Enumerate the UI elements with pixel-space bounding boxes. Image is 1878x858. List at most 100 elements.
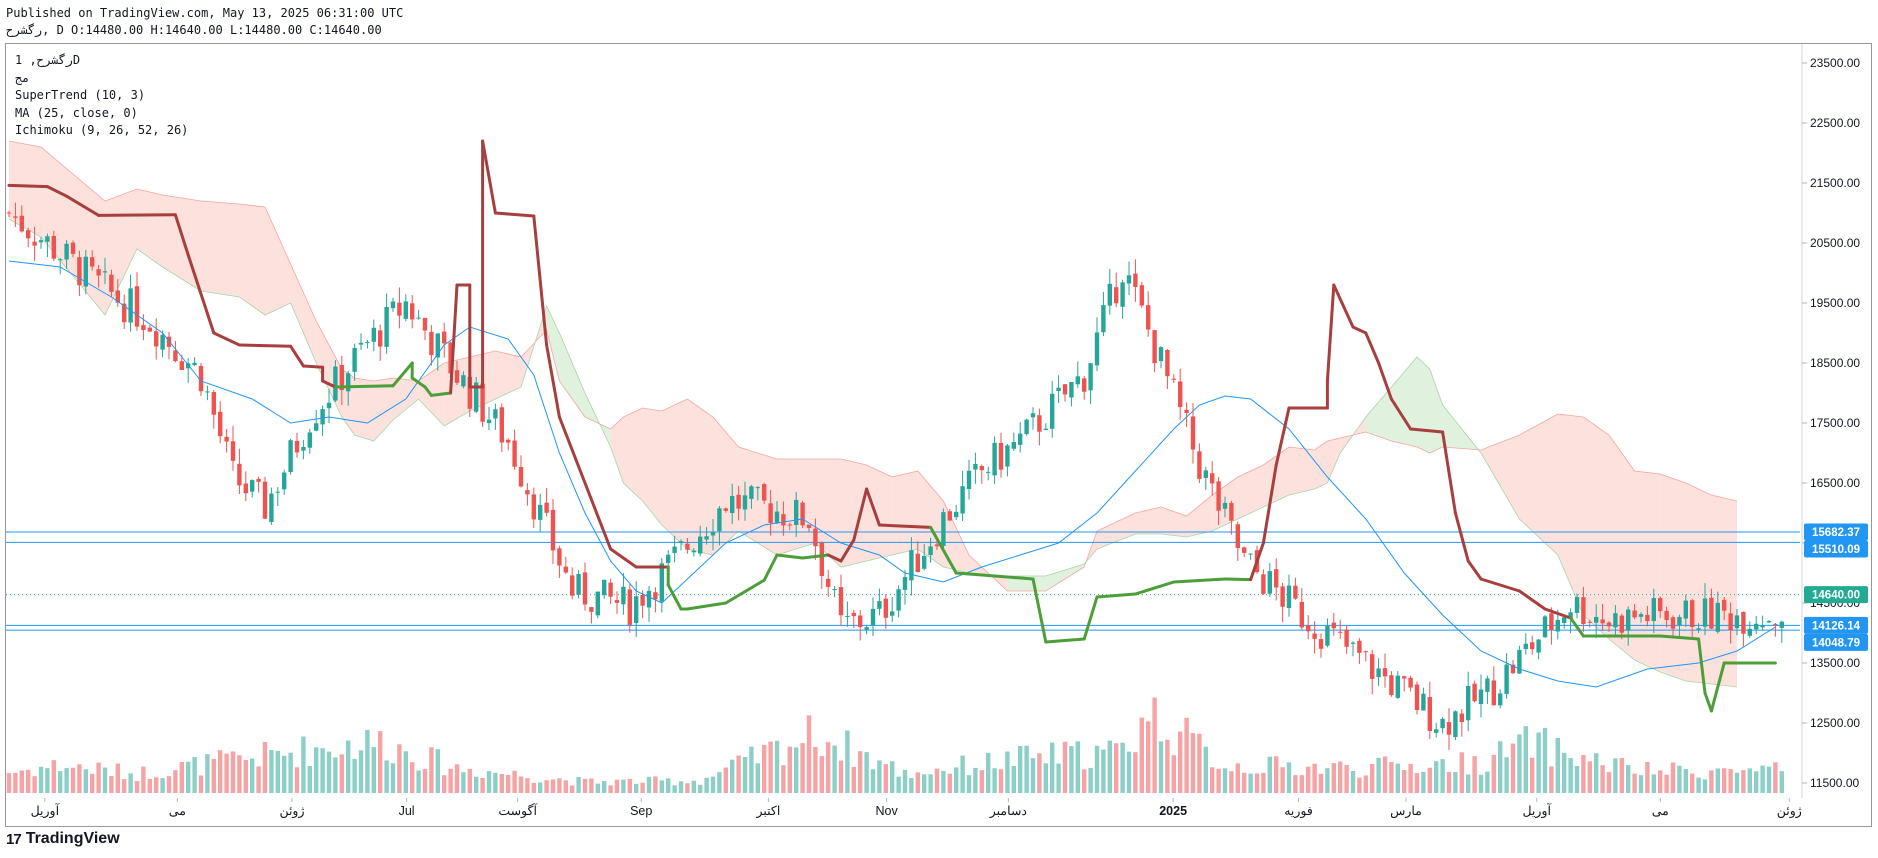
cloud-segment [1289, 447, 1315, 495]
volume-bar [1453, 771, 1458, 793]
volume-bar [397, 744, 402, 793]
volume-bar [1594, 753, 1599, 793]
candle-body [768, 503, 773, 523]
candle-body [218, 411, 223, 437]
cloud-segment [815, 459, 841, 567]
volume-bar [333, 757, 338, 793]
supertrend-segment [321, 379, 337, 389]
cloud-segment [9, 141, 41, 237]
candle-body [838, 587, 844, 616]
time-tick-label: آوریل [1522, 802, 1552, 819]
time-tick-label: Jul [399, 804, 415, 818]
volume-bar [422, 768, 428, 793]
candle-body [1581, 597, 1586, 625]
candle-body [1024, 419, 1029, 435]
candle-body [1062, 384, 1068, 395]
volume-bar [1562, 752, 1567, 793]
candle-body [454, 370, 460, 383]
candle-body [1632, 610, 1637, 618]
volume-bar [1088, 767, 1093, 793]
supertrend-segment [1364, 331, 1381, 365]
supertrend-segment [1031, 577, 1048, 644]
volume-bar [314, 747, 319, 793]
legend-supertrend[interactable]: SuperTrend (10, 3) [15, 88, 146, 102]
candle-body [614, 600, 620, 603]
candle-body [602, 579, 607, 596]
volume-bar [1491, 754, 1496, 793]
candle-body [1491, 680, 1496, 706]
tradingview-logo[interactable]: 17 TradingView [6, 829, 120, 849]
legend-symbol[interactable]: رگشرح, 1D [15, 53, 81, 67]
cloud-segment [1609, 435, 1635, 660]
volume-bar [294, 767, 300, 793]
volume-bar [218, 750, 223, 793]
ma-line [8, 260, 1776, 688]
supertrend-segment [289, 344, 305, 368]
volume-bar [1267, 756, 1272, 793]
time-tick-label: فوریه [1284, 804, 1313, 819]
volume-bar [909, 778, 914, 793]
volume-bar [1626, 765, 1631, 793]
volume-bar [915, 772, 920, 793]
price-tick-label: 22500.00 [1810, 116, 1860, 130]
volume-bar [557, 778, 562, 793]
volume-bar [442, 775, 447, 793]
volume-bar [166, 776, 172, 793]
candle-body [1517, 649, 1522, 674]
volume-bar [448, 768, 453, 793]
candle-body [83, 256, 88, 287]
volume-bar [1670, 762, 1676, 793]
supertrend-segment [583, 481, 613, 551]
volume-bar [1581, 755, 1586, 793]
volume-bar [1734, 772, 1740, 793]
candle-body [397, 302, 402, 316]
volume-bar [1062, 741, 1068, 793]
time-tick-label: ژوئن [279, 804, 304, 819]
candle-body [269, 493, 274, 523]
volume-bar [730, 759, 735, 793]
supertrend-segment [1261, 463, 1278, 545]
volume-bar [1645, 761, 1650, 793]
supertrend-segment [493, 211, 536, 218]
supertrend-segment [1249, 541, 1265, 582]
cloud-segment [1634, 471, 1661, 672]
price-badge [1804, 616, 1868, 634]
volume-bar [845, 730, 850, 793]
volume-bar [1171, 755, 1176, 793]
candle-body [691, 550, 696, 553]
volume-bar [922, 774, 927, 793]
price-badge-label: 14126.14 [1812, 620, 1861, 632]
candle-body [416, 317, 421, 319]
candle-body [966, 470, 972, 489]
volume-bar [1235, 763, 1240, 793]
candle-body [1120, 282, 1125, 307]
volume-bar [1357, 777, 1362, 793]
volume-bar [1126, 751, 1132, 793]
candle-body [762, 484, 767, 501]
candle-body [1306, 625, 1311, 632]
candle-body [582, 572, 588, 605]
legend-ichimoku[interactable]: Ichimoku (9, 26, 52, 26) [15, 123, 189, 137]
candle-body [621, 586, 626, 605]
cloud-segment [1685, 483, 1712, 684]
volume-bar [282, 755, 287, 793]
candle-body [90, 257, 95, 267]
candle-body [787, 524, 792, 526]
candle-body [1715, 602, 1720, 632]
candle-body [1350, 642, 1356, 644]
volume-bar [1587, 761, 1592, 793]
legend-ma[interactable]: MA (25, close, 0) [15, 105, 138, 120]
cloud-segment [546, 306, 560, 381]
candle-body [1043, 428, 1048, 430]
volume-bar [966, 775, 972, 793]
volume-bar [13, 772, 18, 793]
candle-body [1613, 613, 1618, 628]
candle-body [1754, 623, 1759, 630]
volume-bar [1389, 762, 1394, 793]
volume-bar [1690, 773, 1695, 793]
candle-body [742, 495, 748, 510]
candle-body [557, 548, 562, 566]
volume-bar [1434, 761, 1439, 793]
volume-bar [1702, 779, 1708, 793]
